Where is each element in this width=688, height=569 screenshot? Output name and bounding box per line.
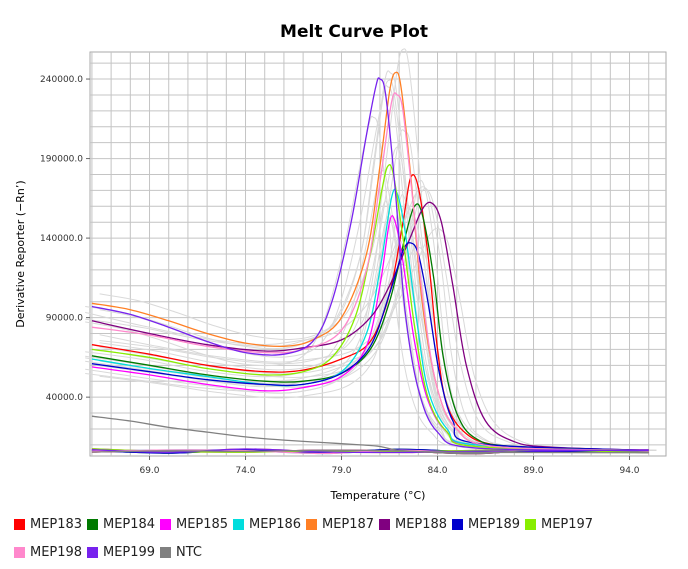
legend-swatch <box>452 518 463 530</box>
series-line-mep188 <box>91 201 649 452</box>
legend-swatch <box>160 546 171 558</box>
legend-item-mep188: MEP188 <box>379 516 447 532</box>
legend-item-mep183: MEP183 <box>14 516 82 532</box>
series-line-mep183 <box>91 174 649 452</box>
legend-item-mep189: MEP189 <box>452 516 520 532</box>
legend-swatch <box>525 518 536 530</box>
legend-label: MEP186 <box>249 516 302 532</box>
x-tick-label: 94.0 <box>619 466 639 476</box>
y-tick-label: 140000.0 <box>40 234 83 244</box>
legend-swatch <box>306 518 317 530</box>
legend-item-mep186: MEP186 <box>233 516 301 532</box>
legend-item-mep187: MEP187 <box>306 516 374 532</box>
x-axis-ticks: 69.0 74.0 79.0 84.0 89.0 94.0 <box>139 456 640 476</box>
legend-label: MEP197 <box>541 516 594 532</box>
series-line-mep189 <box>91 242 649 452</box>
legend-item-mep199: MEP199 <box>87 544 155 560</box>
baseline-trace <box>91 448 649 454</box>
y-tick-label: 240000.0 <box>40 75 83 85</box>
series-line-mep197 <box>91 164 649 452</box>
legend-label: MEP198 <box>30 544 83 560</box>
x-tick-label: 79.0 <box>331 466 351 476</box>
legend-swatch <box>14 546 25 558</box>
y-axis-label: Derivative Reporter (−Rn’) <box>14 180 27 327</box>
series-line-mep198 <box>91 92 649 452</box>
x-tick-label: 69.0 <box>139 466 159 476</box>
melt-curve-chart: Melt Curve Plot 69.0 74.0 79.0 84.0 89.0 94.0… <box>14 22 667 502</box>
legend-swatch <box>160 518 171 530</box>
x-axis-label: Temperature (°C) <box>330 489 426 502</box>
legend-swatch <box>233 518 244 530</box>
legend-swatch <box>87 518 98 530</box>
background-trace <box>99 187 657 451</box>
series-line-ntc <box>91 415 649 454</box>
y-tick-label: 190000.0 <box>40 155 83 165</box>
chart-title: Melt Curve Plot <box>280 22 428 42</box>
legend-item-mep185: MEP185 <box>160 516 228 532</box>
legend-swatch <box>379 518 390 530</box>
legend-label: MEP183 <box>30 516 83 532</box>
background-trace <box>99 129 657 451</box>
legend-swatch <box>87 546 98 558</box>
legend-label: MEP189 <box>468 516 521 532</box>
legend-item-mep198: MEP198 <box>14 544 82 560</box>
series-line-mep184 <box>91 203 649 452</box>
background-trace <box>85 215 643 451</box>
series-line-mep186 <box>91 188 649 452</box>
y-axis-ticks: 40000.0 90000.0 140000.0 190000.0 240000.0 <box>40 75 90 403</box>
background-trace <box>85 79 643 451</box>
legend-label: MEP187 <box>322 516 375 532</box>
legend-label: MEP199 <box>103 544 156 560</box>
legend-label: MEP188 <box>395 516 448 532</box>
x-tick-label: 74.0 <box>235 466 255 476</box>
legend-label: MEP185 <box>176 516 229 532</box>
legend-item-mep197: MEP197 <box>525 516 593 532</box>
x-tick-label: 89.0 <box>523 466 543 476</box>
legend-label: MEP184 <box>103 516 156 532</box>
legend-label: NTC <box>176 544 202 560</box>
legend-item-ntc: NTC <box>160 544 202 560</box>
y-tick-label: 40000.0 <box>46 393 83 403</box>
y-tick-label: 90000.0 <box>46 314 83 324</box>
background-trace <box>99 48 657 451</box>
series-line-mep199 <box>91 77 649 452</box>
legend-swatch <box>14 518 25 530</box>
series-group <box>91 71 649 454</box>
legend-item-mep184: MEP184 <box>87 516 155 532</box>
x-tick-label: 84.0 <box>427 466 447 476</box>
background-trace <box>85 70 643 451</box>
